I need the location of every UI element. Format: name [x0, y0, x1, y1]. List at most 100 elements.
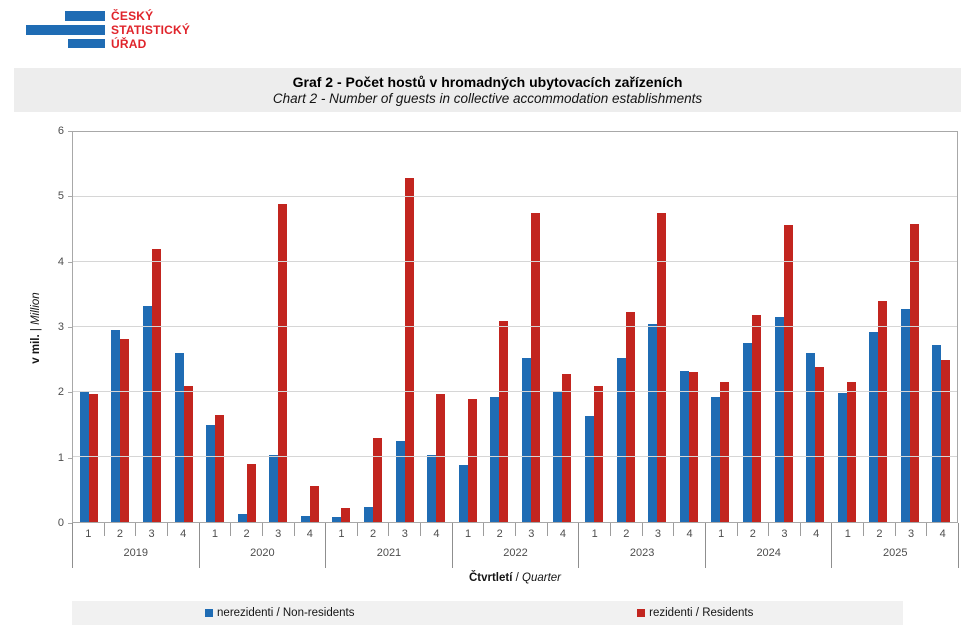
quarter-bar-group — [641, 132, 673, 522]
y-tick-mark — [68, 196, 72, 197]
x-axis-bands: 1 2 3 4 2019 1 2 3 4 2020 1 2 3 4 2021 1 2 3 4 2022 1 2 3 4 2023… — [72, 523, 960, 568]
x-tick-quarter: 3 — [275, 528, 282, 540]
bar-nonresidents — [774, 317, 784, 522]
x-tick-quarter: 1 — [844, 528, 851, 540]
bar-nonresidents — [300, 515, 310, 522]
x-tick-quarter: 3 — [528, 528, 535, 540]
bar-residents — [815, 366, 825, 522]
x-tick-quarter: 4 — [813, 528, 820, 540]
quarter-separator — [293, 523, 295, 536]
bar-nonresidents — [679, 370, 689, 522]
x-tick-quarter: 1 — [591, 528, 598, 540]
x-tick-year: 2023 — [629, 547, 655, 559]
bar-residents — [846, 381, 856, 522]
x-tick-quarter: 2 — [116, 528, 124, 540]
y-tick-label: 4 — [57, 255, 64, 268]
x-tick-quarter: 4 — [686, 528, 693, 540]
logo-bar-middle — [26, 25, 105, 35]
bar-residents — [436, 393, 446, 522]
bar-residents — [562, 373, 572, 522]
bar-residents — [183, 386, 193, 522]
quarter-separator — [894, 523, 896, 536]
quarter-separator — [103, 523, 105, 536]
y-tick-mark — [68, 262, 72, 263]
bar-nonresidents — [363, 507, 373, 522]
quarter-bar-group — [452, 132, 484, 522]
bar-residents — [625, 312, 635, 522]
quarter-separator — [515, 523, 517, 536]
quarter-separator — [799, 523, 801, 536]
y-tick-mark — [68, 392, 72, 393]
x-axis-title-czech: Čtvrtletí — [468, 572, 513, 584]
x-tick-year: 2022 — [503, 547, 528, 559]
bar-nonresidents — [174, 353, 184, 522]
x-tick-quarter: 2 — [496, 528, 503, 540]
gridline — [73, 391, 957, 393]
bar-residents — [467, 398, 477, 522]
x-tick-quarter: 3 — [654, 528, 661, 540]
legend-label-residents: rezidenti / Residents — [649, 607, 754, 619]
x-tick-quarter: 4 — [433, 528, 440, 540]
year-group: 1 2 3 4 2021 — [326, 523, 453, 568]
logo-text-line2: STATISTICKÝ — [111, 23, 191, 37]
y-tick-label: 3 — [57, 321, 64, 333]
x-axis-title-separator: / — [512, 572, 523, 584]
bar-residents — [878, 301, 888, 522]
quarter-separator — [483, 523, 485, 536]
bar-residents — [404, 177, 414, 522]
bar-nonresidents — [237, 513, 247, 522]
plot-area — [72, 131, 958, 523]
y-tick-mark — [68, 131, 72, 132]
quarter-separator — [261, 523, 263, 536]
bar-residents — [783, 224, 793, 522]
chart-title-bar: Graf 2 - Počet hostů v hromadných ubytov… — [14, 68, 961, 112]
legend: nerezidenti / Non-residents rezidenti / … — [72, 601, 903, 625]
quarter-separator — [546, 523, 548, 536]
quarter-bar-group — [199, 132, 231, 522]
bar-nonresidents — [585, 416, 595, 522]
quarter-bar-group — [547, 132, 579, 522]
quarter-separator — [609, 523, 611, 536]
bar-nonresidents — [395, 440, 405, 522]
bar-residents — [751, 314, 761, 522]
quarter-bar-group — [515, 132, 547, 522]
chart-subtitle: Chart 2 - Number of guests in collective… — [272, 91, 703, 106]
bar-residents — [372, 437, 382, 522]
quarter-bar-group — [168, 132, 200, 522]
chart-title: Graf 2 - Počet hostů v hromadných ubytov… — [292, 74, 683, 90]
x-tick-year: 2019 — [123, 547, 149, 559]
bar-residents — [215, 414, 225, 522]
quarter-bar-group — [389, 132, 421, 522]
logo-bar-top — [65, 11, 105, 21]
quarter-bar-group — [862, 132, 894, 522]
bar-nonresidents — [206, 424, 216, 522]
bar-residents — [278, 203, 288, 522]
nonresidents-swatch-icon — [205, 609, 214, 617]
x-axis-title: Čtvrtletí / Quarter — [72, 572, 958, 584]
x-tick-quarter: 2 — [243, 528, 250, 540]
x-tick-quarter: 3 — [781, 528, 788, 540]
x-tick-quarter: 2 — [876, 528, 883, 540]
x-tick-quarter: 1 — [464, 528, 472, 540]
quarter-separator — [926, 523, 928, 536]
quarter-bar-group — [894, 132, 926, 522]
quarter-bar-group — [799, 132, 831, 522]
bar-residents — [341, 507, 351, 522]
residents-swatch-icon — [637, 609, 646, 617]
quarter-bar-group — [357, 132, 389, 522]
czso-logo-bars-icon — [26, 9, 107, 51]
quarter-separator — [356, 523, 358, 536]
y-axis-title-czech: v mil. — [30, 334, 42, 364]
x-tick-quarter: 2 — [749, 528, 756, 540]
bar-residents — [688, 371, 698, 522]
bar-nonresidents — [837, 393, 847, 522]
gridline — [73, 261, 957, 263]
x-tick-quarter: 4 — [180, 528, 187, 540]
bar-nonresidents — [806, 353, 816, 522]
quarter-bar-group — [420, 132, 452, 522]
x-tick-quarter: 1 — [85, 528, 92, 540]
x-tick-year: 2025 — [883, 547, 908, 559]
quarter-bar-group — [326, 132, 358, 522]
x-tick-year: 2021 — [376, 547, 402, 559]
legend-item-residents: rezidenti / Residents — [488, 601, 904, 625]
